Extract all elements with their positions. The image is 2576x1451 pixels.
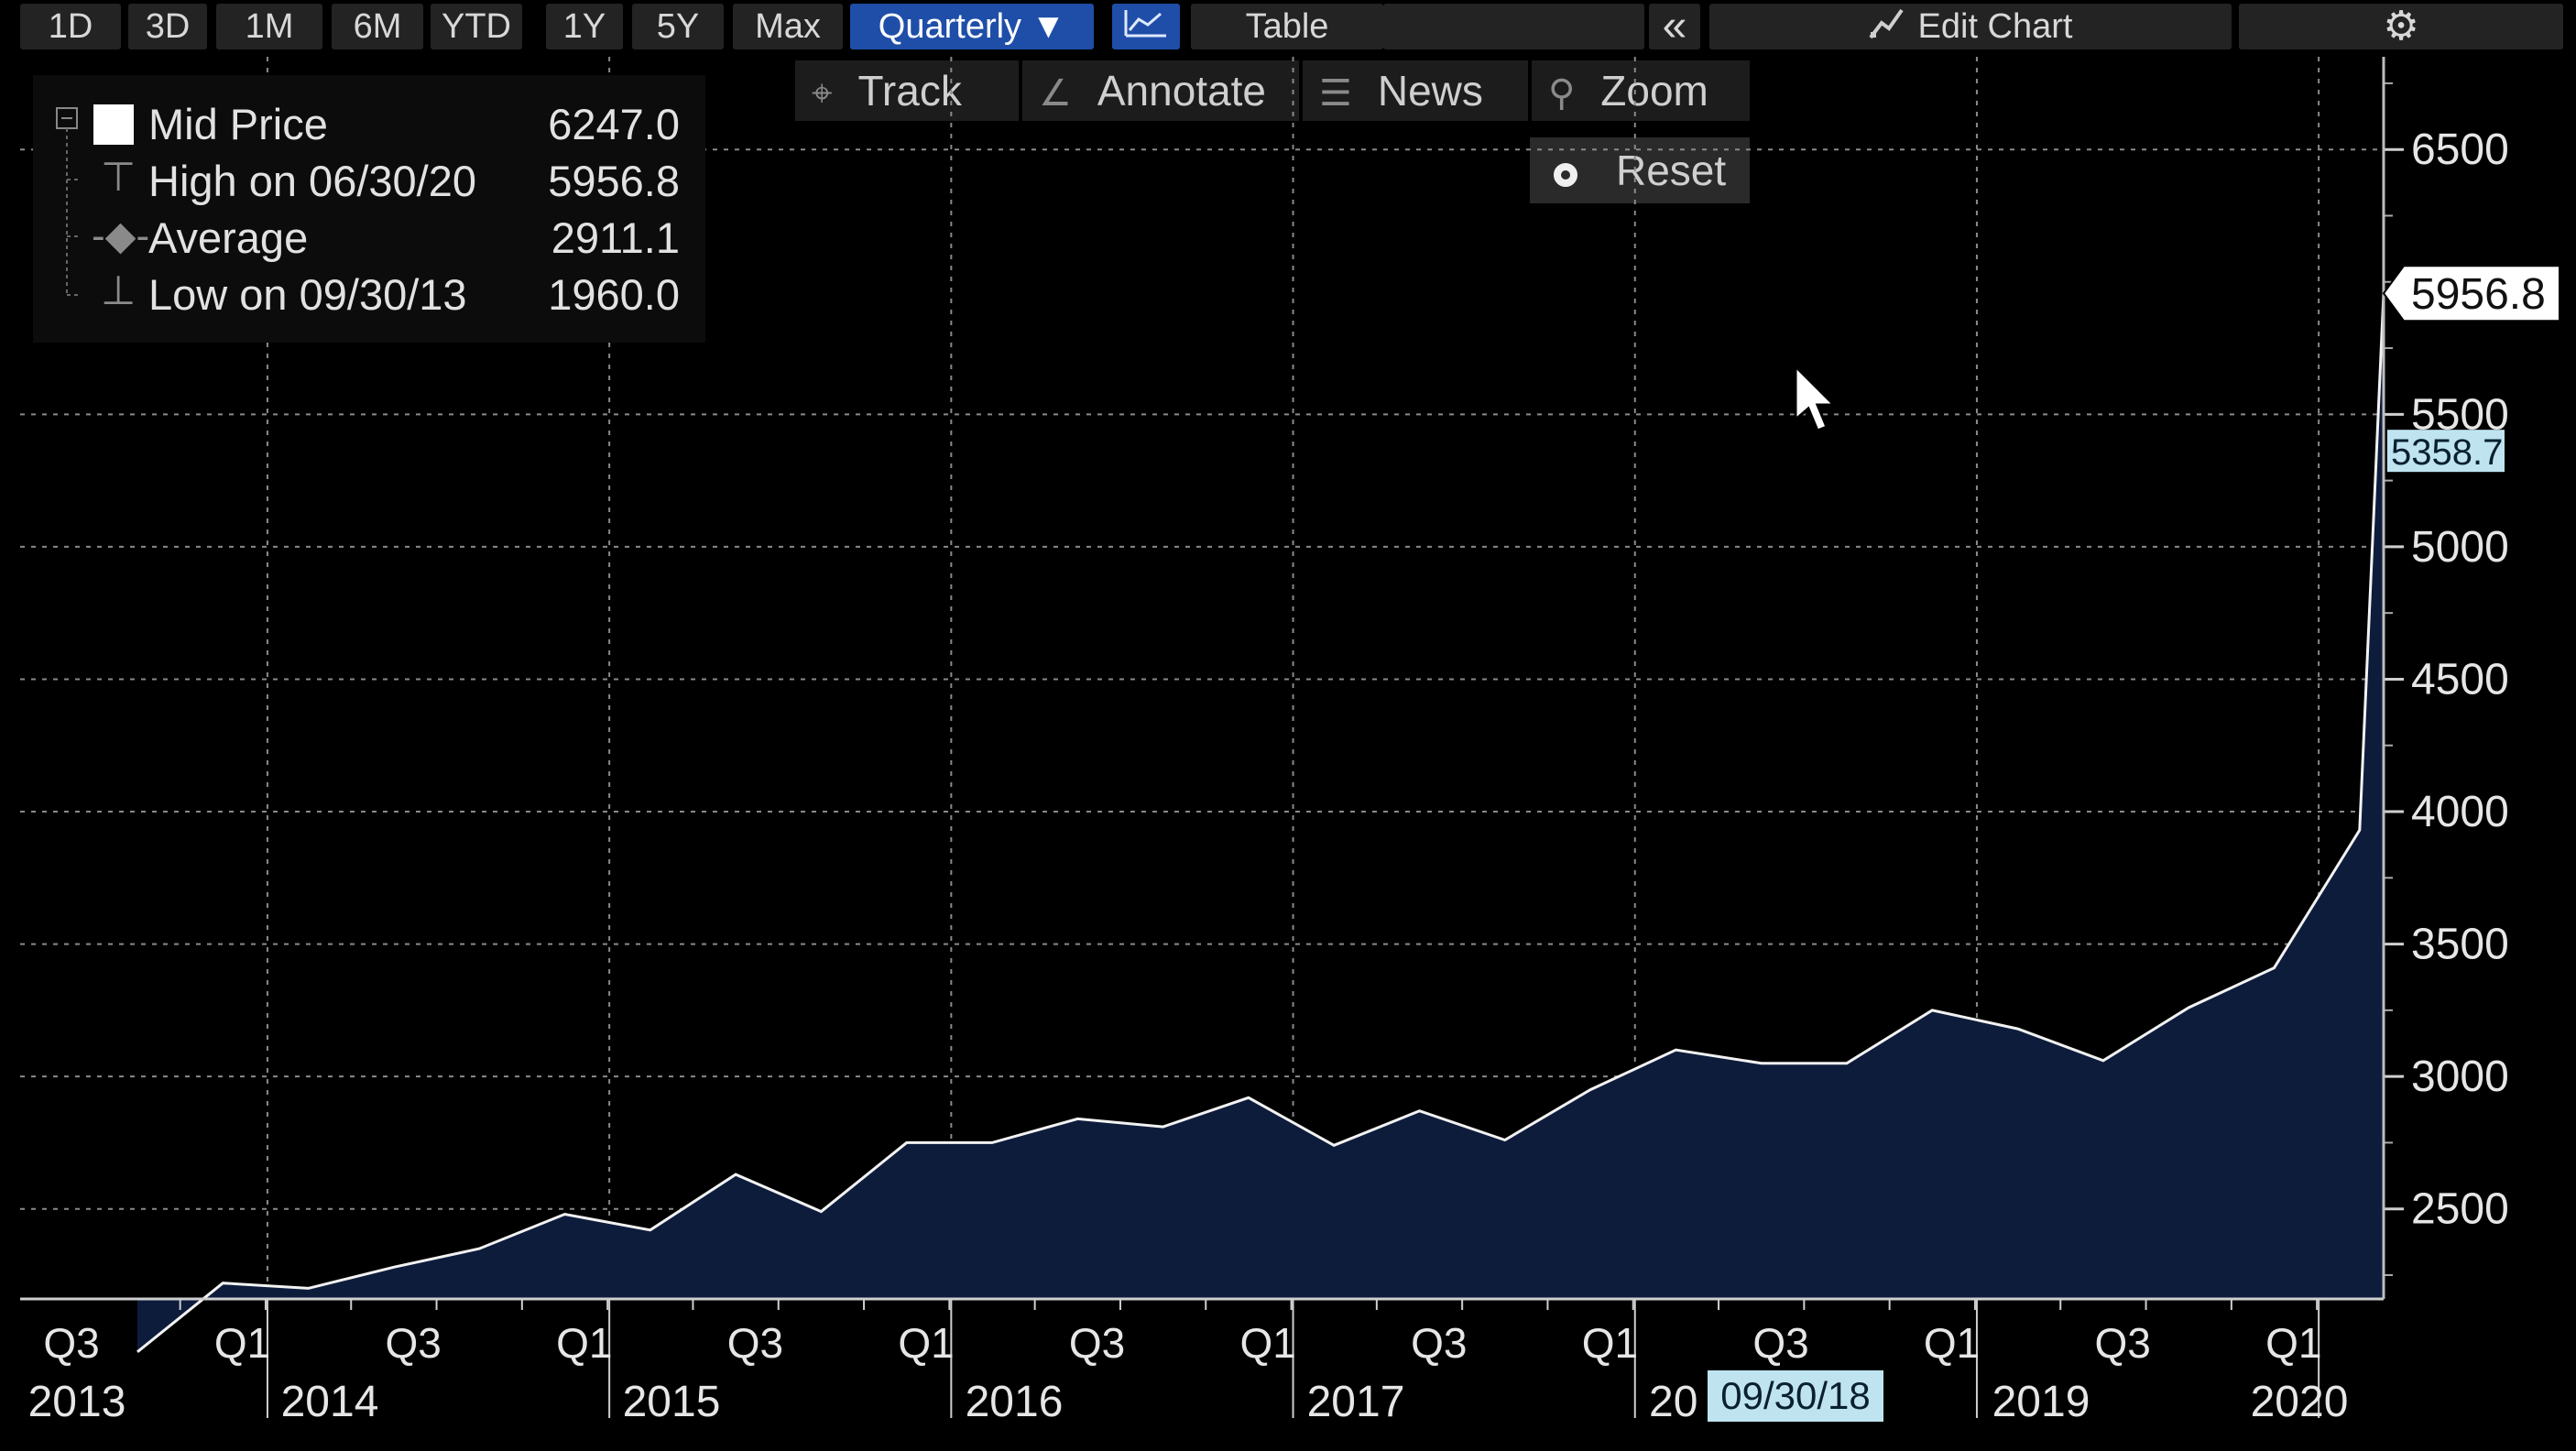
range-3d-button[interactable]: 3D <box>128 4 207 49</box>
cursor-date-tag: 09/30/18 <box>1708 1370 1883 1422</box>
range-5y-button[interactable]: 5Y <box>632 4 724 49</box>
news-label: News <box>1377 67 1483 115</box>
price-area <box>137 293 2384 1352</box>
high-marker-icon: ⊤ <box>101 155 136 200</box>
reset-icon <box>1554 163 1577 187</box>
average-value: 2911.1 <box>551 213 680 262</box>
mid-price-value: 6247.0 <box>548 100 680 148</box>
cursor-value-bg <box>2387 430 2505 473</box>
y-tick-label: 3500 <box>2411 921 2509 969</box>
cursor-date-label: 09/30/18 <box>1720 1374 1871 1417</box>
x-quarter-label: Q3 <box>386 1319 442 1367</box>
line-chart-icon <box>1124 5 1168 51</box>
x-quarter-label: Q3 <box>727 1319 783 1367</box>
last-value-tag: 5956.8 <box>2382 265 2560 322</box>
price-line <box>136 293 2385 1353</box>
news-icon: ☰ <box>1319 73 1352 114</box>
reset-button[interactable]: Reset <box>1530 137 1750 203</box>
magnifier-icon: ⚲ <box>1548 73 1576 114</box>
x-year-label: 2020 <box>2251 1378 2349 1426</box>
high-label: High on 06/30/20 <box>148 157 477 205</box>
range-1m-button[interactable]: 1M <box>216 4 322 49</box>
range-1y-button[interactable]: 1Y <box>546 4 623 49</box>
mid-price-label: Mid Price <box>148 100 328 148</box>
x-axis: Q3 Q1 Q3 Q1 Q3 Q1 Q3 Q1 Q3 Q1 Q3 Q1 Q3 Q1 2013 2014 2015… <box>20 1297 2384 1426</box>
zoom-label: Zoom <box>1600 67 1708 115</box>
frequency-dropdown[interactable]: Quarterly ▼ <box>850 4 1094 49</box>
track-tool[interactable]: ⌖ Track <box>795 60 1019 121</box>
x-year-label: 2014 <box>281 1378 379 1426</box>
legend-low[interactable]: ⊥ Low on 09/30/13 1960.0 <box>33 267 705 322</box>
pencil-icon: ∠ <box>1039 73 1072 114</box>
y-tick-label: 6500 <box>2411 125 2509 174</box>
collapse-button[interactable]: « <box>1649 4 1700 49</box>
cursor-value-label: 5358.7 <box>2391 432 2503 473</box>
y-tick-label: 3000 <box>2411 1053 2509 1101</box>
annotate-tool[interactable]: ∠ Annotate <box>1022 60 1299 121</box>
zoom-tool[interactable]: ⚲ Zoom <box>1532 60 1750 121</box>
x-year-label: 2016 <box>966 1378 1064 1426</box>
x-quarter-label: Q1 <box>214 1319 270 1367</box>
legend-mid-price[interactable]: Mid Price 6247.0 <box>33 97 705 152</box>
x-quarter-label: Q3 <box>43 1319 99 1367</box>
low-label: Low on 09/30/13 <box>148 270 467 319</box>
average-label: Average <box>148 213 309 262</box>
legend-high[interactable]: ⊤ High on 06/30/20 5956.8 <box>33 154 705 209</box>
range-6m-button[interactable]: 6M <box>332 4 423 49</box>
range-ytd-button[interactable]: YTD <box>431 4 522 49</box>
y-tick-label: 2500 <box>2411 1185 2509 1234</box>
range-1d-button[interactable]: 1D <box>20 4 121 49</box>
y-axis: 250030003500400045005000550065005956.853… <box>2382 57 2560 1299</box>
x-quarter-label: Q3 <box>1411 1319 1467 1367</box>
track-label: Track <box>857 67 962 115</box>
x-year-label: 2019 <box>1992 1378 2090 1426</box>
crosshair-icon: ⌖ <box>812 73 833 114</box>
settings-button[interactable]: ⚙ <box>2239 4 2563 49</box>
y-tick-label: 5000 <box>2411 523 2509 572</box>
x-quarter-label: Q1 <box>898 1319 954 1367</box>
chart-legend: Mid Price 6247.0 ⊤ High on 06/30/20 5956… <box>33 75 705 343</box>
x-quarter-label: Q1 <box>2265 1319 2321 1367</box>
mouse-pointer-icon <box>1794 365 1838 432</box>
gear-icon: ⚙ <box>2383 4 2419 49</box>
x-quarter-label: Q1 <box>1240 1319 1296 1367</box>
edit-chart-icon <box>1868 5 1905 51</box>
x-year-label: 2015 <box>623 1378 721 1426</box>
y-tick-label: 4000 <box>2411 788 2509 836</box>
legend-tree-lines <box>56 107 81 296</box>
legend-average[interactable]: -◆- Average 2911.1 <box>33 211 705 266</box>
table-button[interactable]: Table <box>1191 4 1383 49</box>
toolbar-spacer <box>1383 4 1644 49</box>
cursor-value-tag: 5358.7 <box>2387 430 2505 473</box>
x-year-label: 20 <box>1649 1378 1697 1426</box>
x-quarter-label: Q1 <box>1582 1319 1638 1367</box>
x-quarter-label: Q3 <box>1069 1319 1125 1367</box>
edit-chart-button[interactable]: Edit Chart <box>1709 4 2232 49</box>
annotate-label: Annotate <box>1097 67 1267 115</box>
x-quarter-label: Q3 <box>1752 1319 1808 1367</box>
low-value: 1960.0 <box>548 270 680 319</box>
x-year-label: 2013 <box>28 1378 126 1426</box>
cursor-date-bg <box>1708 1370 1883 1422</box>
news-tool[interactable]: ☰ News <box>1303 60 1528 121</box>
range-max-button[interactable]: Max <box>733 4 843 49</box>
low-marker-icon: ⊥ <box>101 268 136 313</box>
high-value: 5956.8 <box>548 157 680 205</box>
mid-price-swatch <box>93 104 134 145</box>
x-year-label: 2017 <box>1307 1378 1405 1426</box>
x-quarter-label: Q1 <box>556 1319 612 1367</box>
chart-toolbar: 1D 3D 1M 6M YTD 1Y 5Y Max Quarterly ▼ Ta… <box>0 0 2576 53</box>
average-marker-icon: -◆- <box>92 213 150 258</box>
last-value-label: 5956.8 <box>2411 270 2546 319</box>
last-value-bg <box>2382 265 2560 322</box>
y-tick-label: 4500 <box>2411 655 2509 704</box>
chart-type-button[interactable] <box>1112 4 1180 49</box>
x-quarter-label: Q3 <box>2095 1319 2151 1367</box>
edit-chart-label: Edit Chart <box>1917 7 2073 46</box>
x-quarter-label: Q1 <box>1924 1319 1980 1367</box>
